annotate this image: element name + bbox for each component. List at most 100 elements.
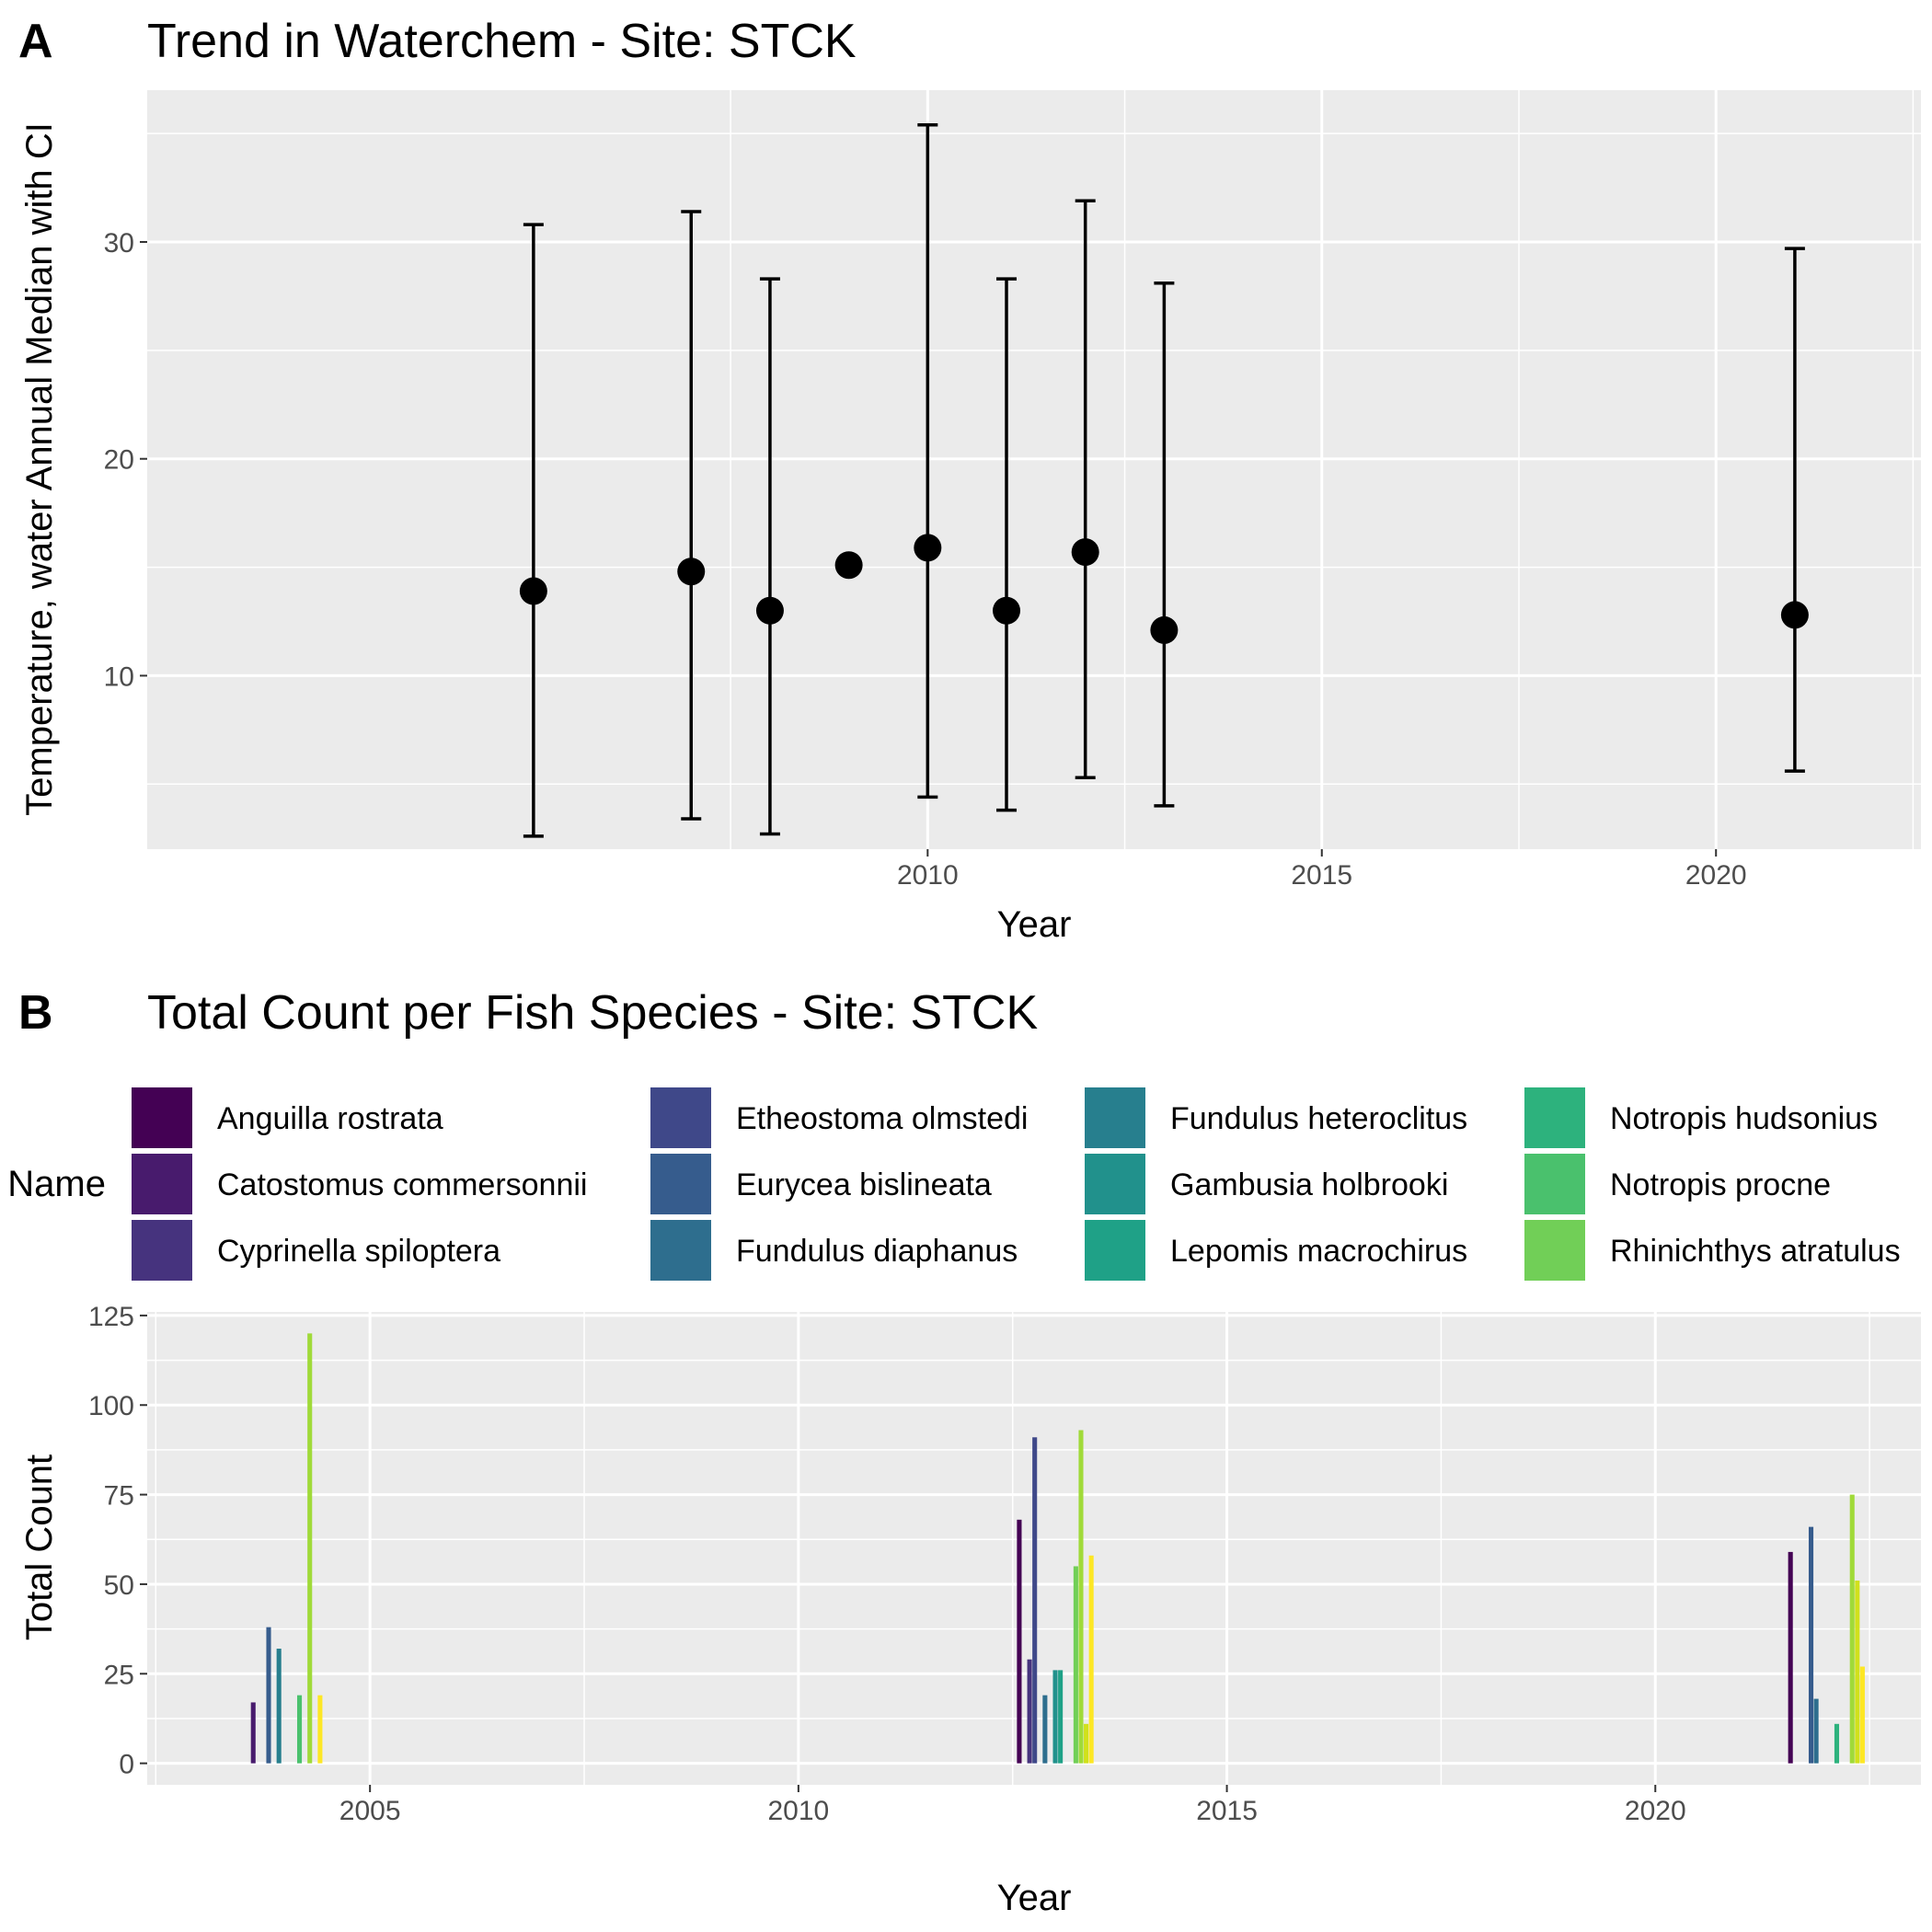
median-point: [519, 577, 547, 605]
bar: [1017, 1519, 1022, 1764]
panel-a-gridlines: [147, 90, 1921, 849]
panel-a-marks: [519, 122, 1809, 838]
bar: [1027, 1659, 1032, 1764]
x-tick-label: 2015: [1291, 860, 1352, 891]
panel-b-legend: Name Anguilla rostrata Catostomus commers…: [7, 1086, 1901, 1282]
legend-label: Anguilla rostrata: [217, 1101, 443, 1136]
error-bar: [996, 277, 1018, 812]
bar: [1042, 1695, 1048, 1764]
legend-label: Eurycea bislineata: [736, 1167, 992, 1202]
panel-b-x-axis-title: Year: [997, 1878, 1072, 1918]
y-tick-label: 75: [104, 1481, 134, 1512]
error-bar: [1784, 247, 1805, 773]
x-tick-label: 2020: [1625, 1796, 1686, 1826]
panel-a-plot-background: [147, 90, 1921, 849]
x-tick-label: 2020: [1685, 860, 1747, 891]
legend-label: Lepomis macrochirus: [1170, 1234, 1467, 1269]
panel-a-x-axis: 2010 2015 2020: [897, 849, 1747, 891]
legend-key: [130, 1086, 194, 1150]
x-tick-label: 2010: [767, 1796, 829, 1826]
panel-b-y-axis: 0 25 50 75 100 125: [88, 1302, 147, 1780]
bar: [296, 1695, 303, 1764]
bar: [1834, 1723, 1840, 1764]
legend-label: Notropis hudsonius: [1610, 1101, 1878, 1136]
legend-key: [649, 1152, 713, 1216]
panel-b-y-axis-title: Total Count: [19, 1455, 60, 1640]
bar: [1849, 1494, 1855, 1764]
panel-b-title: Total Count per Fish Species - Site: STC…: [147, 986, 1038, 1040]
x-tick-label: 2015: [1196, 1796, 1258, 1826]
bar: [1058, 1670, 1064, 1764]
y-tick-label: 50: [104, 1570, 134, 1601]
bar-group: [1788, 1494, 1865, 1764]
legend-label: Rhinichthys atratulus: [1610, 1234, 1901, 1269]
panel-b-gridlines: [147, 1312, 1921, 1785]
median-point: [1150, 615, 1179, 644]
panel-a-letter: A: [18, 15, 53, 68]
legend-key: [1523, 1086, 1587, 1150]
panel-b: B Total Count per Fish Species - Site: S…: [7, 986, 1921, 1918]
bar-group: [250, 1333, 323, 1764]
bar: [1855, 1581, 1860, 1764]
panel-a-y-axis-title: Temperature, water Annual Median with CI: [19, 122, 60, 816]
error-bar: [681, 210, 702, 821]
y-tick-label: 25: [104, 1660, 134, 1690]
bar: [317, 1695, 323, 1764]
bar: [1859, 1666, 1865, 1764]
error-bar: [917, 122, 938, 799]
legend-key: [1523, 1218, 1587, 1282]
bar: [1052, 1670, 1058, 1764]
bar-group: [1017, 1430, 1094, 1764]
panel-b-letter: B: [18, 986, 53, 1040]
y-tick-label: 100: [88, 1391, 134, 1421]
legend-key: [1083, 1086, 1147, 1150]
bar: [307, 1333, 313, 1764]
legend-key: [649, 1218, 713, 1282]
legend-label: Catostomus commersonnii: [217, 1167, 587, 1202]
bar: [1032, 1437, 1038, 1764]
panel-b-bars: [250, 1333, 1865, 1764]
legend-items: Anguilla rostrata Catostomus commersonnii…: [130, 1086, 1901, 1282]
legend-label: Fundulus diaphanus: [736, 1234, 1018, 1269]
bar: [250, 1702, 256, 1764]
median-point: [755, 596, 784, 625]
legend-key: [1083, 1218, 1147, 1282]
panel-b-x-axis: 2005 2010 2015 2020: [339, 1785, 1686, 1826]
bar: [1808, 1526, 1814, 1764]
median-point: [1071, 538, 1099, 567]
bar: [1813, 1698, 1819, 1764]
y-tick-label: 30: [104, 228, 134, 259]
x-tick-label: 2005: [339, 1796, 401, 1826]
legend-label: Gambusia holbrooki: [1170, 1167, 1448, 1202]
panel-a-x-axis-title: Year: [997, 904, 1072, 945]
legend-key: [1523, 1152, 1587, 1216]
panel-a-y-axis: 10 20 30: [104, 228, 147, 692]
median-point: [914, 534, 942, 562]
median-point: [834, 551, 863, 580]
legend-key: [130, 1218, 194, 1282]
median-point: [677, 558, 706, 586]
bar: [1084, 1723, 1089, 1764]
bar: [276, 1649, 282, 1764]
bar: [1078, 1430, 1084, 1764]
median-point: [993, 596, 1021, 625]
panel-a-title: Trend in Waterchem - Site: STCK: [147, 15, 857, 68]
y-tick-label: 125: [88, 1302, 134, 1332]
legend-key: [130, 1152, 194, 1216]
legend-label: Cyprinella spiloptera: [217, 1234, 500, 1269]
y-tick-label: 10: [104, 661, 134, 692]
panel-a: A Trend in Waterchem - Site: STCK 10 20 30…: [18, 15, 1921, 945]
bar: [266, 1627, 271, 1764]
bar: [1088, 1555, 1094, 1764]
legend-key: [1083, 1152, 1147, 1216]
legend-label: Etheostoma olmstedi: [736, 1101, 1029, 1136]
x-tick-label: 2010: [897, 860, 959, 891]
y-tick-label: 0: [119, 1750, 134, 1780]
error-bar: [759, 277, 780, 836]
median-point: [1780, 601, 1809, 629]
bar: [1073, 1566, 1078, 1764]
y-tick-label: 20: [104, 445, 134, 476]
legend-label: Notropis procne: [1610, 1167, 1831, 1202]
error-bar: [523, 223, 544, 838]
